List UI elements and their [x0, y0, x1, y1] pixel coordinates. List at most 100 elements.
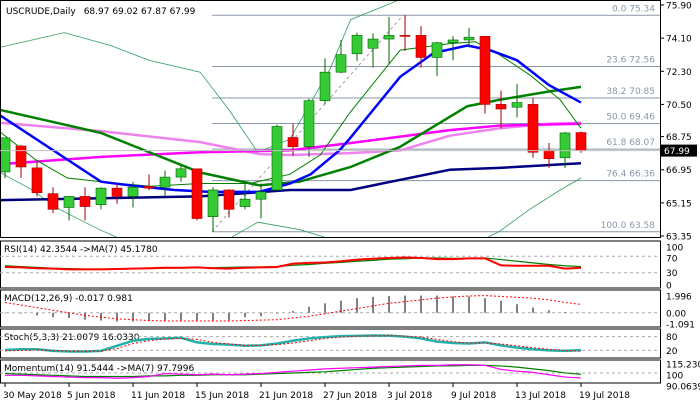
- candle-body: [495, 104, 507, 110]
- candle-body: [79, 196, 91, 207]
- candle-body: [351, 35, 363, 55]
- candle-body: [207, 189, 219, 217]
- candle-body: [335, 54, 347, 73]
- macd-frame: [0, 289, 661, 328]
- candle: [79, 187, 91, 221]
- rsi-line: [4, 256, 582, 271]
- macd-panel: MACD(12,26,9) -0.017 0.981 1.996 0.00-1.09…: [0, 289, 695, 330]
- candle: [575, 131, 587, 153]
- candle: [303, 98, 315, 157]
- ma_slow-line: [1, 85, 582, 187]
- candle: [239, 181, 251, 210]
- last-price-label: 67.99: [664, 147, 690, 157]
- y-tick-label: 65.15: [666, 199, 692, 209]
- candle-body: [63, 196, 75, 208]
- candle-body: [511, 102, 523, 108]
- candle-body: [111, 187, 123, 197]
- candle-body: [575, 132, 587, 151]
- candle-body: [431, 42, 443, 58]
- x-tick-label: 30 May 2018: [3, 391, 62, 400]
- rsi-tick-label: 0: [666, 282, 672, 292]
- macd-label: MACD(12,26,9) -0.017 0.981: [4, 294, 133, 304]
- candle: [335, 39, 347, 74]
- bb_lower-line: [1, 172, 582, 237]
- x-tick-label: 5 Jun 2018: [67, 391, 116, 400]
- candle-body: [143, 186, 155, 189]
- stoch-label: Stoch(5,3,3) 21.0079 16.0330: [4, 333, 140, 343]
- x-tick-label: 15 Jun 2018: [195, 391, 249, 400]
- candle: [159, 170, 171, 197]
- ohlc-readout: 68.97 69.02 67.87 67.99: [84, 7, 196, 17]
- fib-level-label: 50.0 69.46: [606, 113, 655, 123]
- fib-level-label: 23.6 72.56: [606, 55, 655, 65]
- stoch-tick-label: 80: [666, 333, 678, 343]
- momentum-tick-label: 100: [666, 372, 683, 382]
- momentum-tick-label: 90.0639: [666, 383, 700, 393]
- bb_upper-line: [1, 1, 398, 153]
- candle-body: [463, 36, 475, 41]
- candle: [351, 32, 363, 62]
- candle: [255, 183, 267, 219]
- fib-level-label: 76.4 66.36: [606, 170, 655, 180]
- fib-level-label: 61.8 68.07: [606, 138, 655, 148]
- candle: [223, 189, 235, 218]
- y-tick-label: 74.10: [666, 35, 692, 45]
- x-tick-label: 9 Jul 2018: [451, 391, 496, 400]
- candle-body: [1, 137, 11, 173]
- candle: [495, 90, 507, 129]
- candle-body: [367, 38, 379, 49]
- candle: [63, 196, 75, 221]
- last-price-badge: [661, 144, 697, 157]
- candle-body: [191, 168, 203, 219]
- candle: [207, 187, 219, 232]
- macd-signal-line: [4, 295, 582, 322]
- candle: [1, 137, 11, 179]
- candle: [559, 132, 571, 168]
- candle-body: [31, 167, 43, 194]
- y-tick-label: 66.95: [666, 166, 692, 176]
- x-tick-label: 19 Jul 2018: [579, 391, 630, 400]
- stoch-frame: [0, 328, 661, 359]
- rsi-tick-label: 30: [666, 269, 678, 279]
- price-panel: 75.90 74.10 72.30 70.50 68.75 66.95 65.15 63.35…: [0, 0, 697, 243]
- candle: [127, 181, 139, 208]
- candle: [415, 26, 427, 68]
- momentum-line: [5, 364, 582, 379]
- candle: [143, 174, 155, 190]
- momentum-tick-label: 115.2307: [666, 361, 700, 371]
- candle-body: [479, 35, 491, 105]
- candle-body: [95, 187, 107, 206]
- y-tick-label: 72.30: [666, 68, 692, 78]
- fib-level-label: 38.2 70.85: [606, 87, 655, 97]
- macd-tick-label: 0.00: [666, 309, 686, 319]
- candle-body: [159, 176, 171, 188]
- y-tick-label: 70.50: [666, 101, 692, 111]
- x-tick-label: 13 Jul 2018: [515, 391, 566, 400]
- candle-body: [319, 71, 331, 102]
- macd-tick-label: 1.996: [666, 293, 692, 303]
- candle-body: [543, 150, 555, 159]
- candle: [447, 36, 459, 61]
- candle: [367, 33, 379, 68]
- ma_violet-line: [1, 121, 582, 157]
- candle: [175, 165, 187, 182]
- candle: [383, 16, 395, 64]
- momentum-panel: Momentum(14) 91.5444 ->MA(7) 97.7996 115.…: [0, 359, 700, 393]
- y-tick-label: 75.90: [666, 2, 692, 12]
- rsi-label: RSI(14) 42.3544 ->MA(7) 45.1780: [4, 245, 158, 255]
- candle: [47, 187, 59, 213]
- candle-body: [239, 198, 251, 207]
- candle-body: [175, 168, 187, 178]
- y-tick-label: 68.75: [666, 133, 692, 143]
- candle: [511, 84, 523, 118]
- x-tick-label: 3 Jul 2018: [387, 391, 432, 400]
- candle-body: [559, 132, 571, 159]
- chart-title: USCRUDE,Daily 68.97 69.02 67.87 67.99: [6, 7, 196, 17]
- x-tick-label: 11 Jun 2018: [131, 391, 185, 400]
- stoch-signal-line: [4, 335, 582, 352]
- candle-body: [223, 189, 235, 210]
- candle: [399, 15, 411, 52]
- ma_fast_thin-line: [1, 41, 582, 187]
